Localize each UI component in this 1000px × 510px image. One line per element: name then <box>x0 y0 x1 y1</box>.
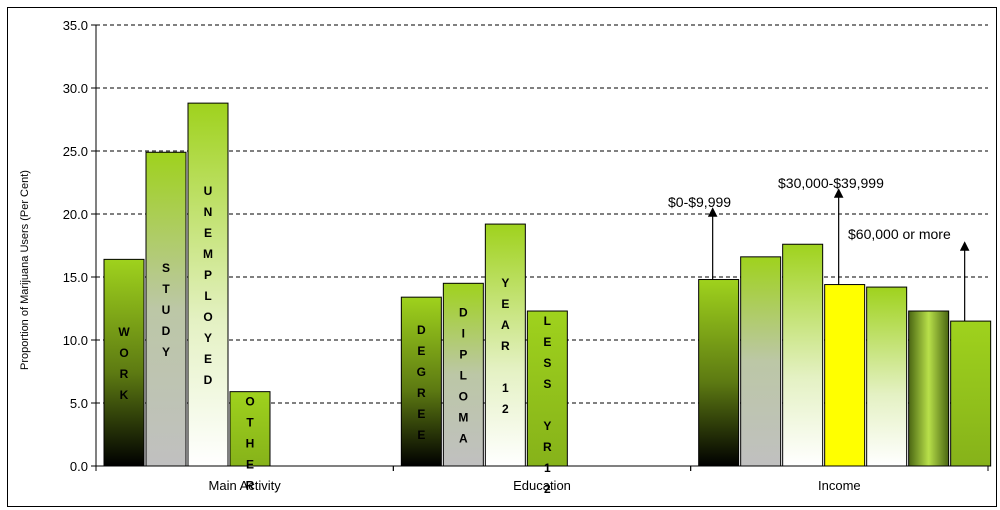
bar-label-letter: E <box>417 428 425 442</box>
bar-label-letter: E <box>501 297 509 311</box>
x-category-label: Income <box>818 478 861 493</box>
bar <box>824 284 866 467</box>
bar-label-letter: E <box>543 335 551 349</box>
bar-label-letter: U <box>204 184 213 198</box>
bar-label-letter: R <box>417 386 426 400</box>
bar-label-letter: M <box>203 247 213 261</box>
bar-label-letter: W <box>118 325 130 339</box>
annotation-label: $60,000 or more <box>848 226 951 242</box>
y-tick-label: 25.0 <box>63 144 88 159</box>
bar-label-letter: D <box>204 373 213 387</box>
bar-label-letter: A <box>501 318 510 332</box>
bar-label-letter: L <box>544 314 551 328</box>
annotation-label: $30,000-$39,999 <box>778 175 884 191</box>
bar-label-letter: E <box>204 226 212 240</box>
bar <box>484 223 526 467</box>
y-tick-label: 30.0 <box>63 81 88 96</box>
bar-label-letter: R <box>246 479 255 493</box>
bar-label-letter: Y <box>162 345 170 359</box>
bar <box>187 102 229 467</box>
bar <box>908 310 950 467</box>
bar-label-letter: U <box>162 303 171 317</box>
bar-label-letter: Y <box>204 331 212 345</box>
bar-label-letter: L <box>460 369 467 383</box>
bar <box>442 282 484 467</box>
bar-label-letter: M <box>458 411 468 425</box>
bar-label-letter: E <box>417 344 425 358</box>
bar-label-letter: P <box>459 348 467 362</box>
y-tick-label: 20.0 <box>63 207 88 222</box>
annotation-label: $0-$9,999 <box>668 194 731 210</box>
bar-label-letter: 1 <box>544 461 551 475</box>
annotation-layer: $0-$9,999 $30,000-$39,999 $60,000 or more <box>668 175 970 322</box>
y-tick-label: 15.0 <box>63 270 88 285</box>
bar <box>782 243 824 467</box>
chart-frame <box>7 7 997 507</box>
bar-label-letter: R <box>501 339 510 353</box>
x-category-label: Main Activity <box>209 478 282 493</box>
bar-label-letter: Y <box>501 276 509 290</box>
bar <box>698 279 740 467</box>
bar-layer: WORKSTUDYUNEMPLOYEDOTHERDEGREEDIPLOMAYEA… <box>103 102 992 496</box>
y-axis-label: Proportion of Marijuana Users (Per Cent) <box>19 170 31 370</box>
bar-label-letter: E <box>417 407 425 421</box>
bar-label-letter: L <box>204 289 211 303</box>
bar-label-letter: R <box>543 440 552 454</box>
bar-label-letter: S <box>162 261 170 275</box>
bar-label-letter: S <box>543 356 551 370</box>
bar <box>740 256 782 467</box>
bar-label-letter: 1 <box>502 381 509 395</box>
x-category-label: Education <box>513 478 571 493</box>
bar-label-letter: I <box>462 327 465 341</box>
y-tick-label: 5.0 <box>70 396 88 411</box>
bar-label-letter: R <box>120 367 129 381</box>
bar-label-letter: H <box>246 437 255 451</box>
bar-label-letter: O <box>459 390 468 404</box>
bar-label-letter: E <box>246 458 254 472</box>
y-tick-label: 35.0 <box>63 18 88 33</box>
bar-label-letter: O <box>245 395 254 409</box>
bar-label-letter: A <box>459 432 468 446</box>
bar <box>229 391 271 467</box>
bar-label-letter: Y <box>543 419 551 433</box>
bar-label-letter: G <box>417 365 426 379</box>
bar-label-letter: D <box>417 323 426 337</box>
bar-label-letter: P <box>204 268 212 282</box>
bar-label-letter: O <box>119 346 128 360</box>
bar-label-letter: 2 <box>502 402 509 416</box>
bar <box>400 296 442 467</box>
bar <box>950 320 992 467</box>
y-tick-label: 0.0 <box>70 459 88 474</box>
bar-label-letter: N <box>204 205 213 219</box>
bar <box>526 310 568 467</box>
bar-label-letter: T <box>246 416 254 430</box>
bar <box>866 286 908 467</box>
bar <box>103 258 145 467</box>
bar-label-letter: D <box>459 306 468 320</box>
bar-label-letter: S <box>543 377 551 391</box>
bar-label-letter: D <box>162 324 171 338</box>
bar-label-letter: O <box>203 310 212 324</box>
bar <box>145 151 187 467</box>
bar-label-letter: 2 <box>544 482 551 496</box>
bar-label-letter: T <box>162 282 170 296</box>
bar-label-letter: K <box>120 388 129 402</box>
bar-label-letter: E <box>204 352 212 366</box>
y-tick-label: 10.0 <box>63 333 88 348</box>
